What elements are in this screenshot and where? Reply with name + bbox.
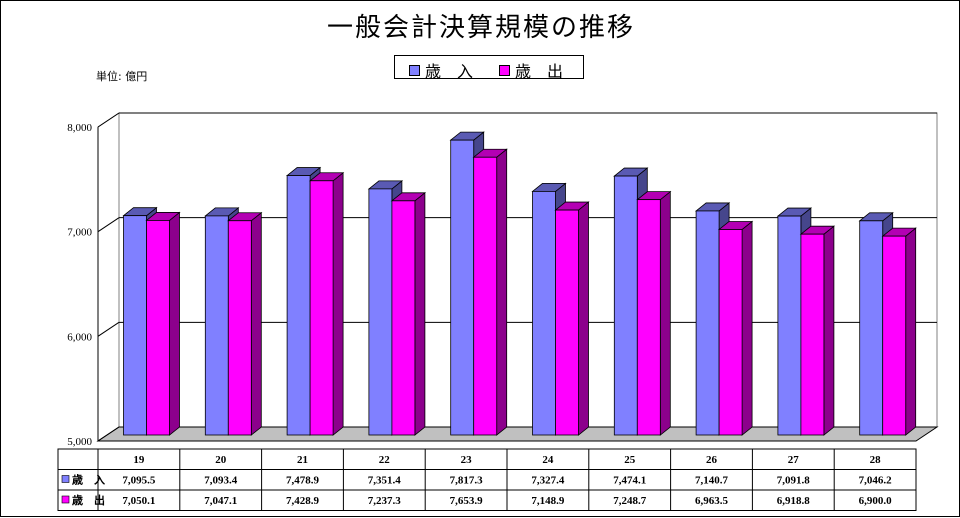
data-table	[57, 448, 917, 511]
bar-expenditure-side	[741, 220, 753, 436]
bar-expenditure-side	[496, 148, 508, 436]
bar-revenue	[859, 220, 884, 436]
data-label: 7,653.9	[450, 495, 484, 507]
data-label: 7,478.9	[286, 475, 320, 487]
data-label: 7,148.9	[531, 495, 565, 507]
data-label: 7,327.4	[531, 475, 565, 487]
x-tick-label: 25	[624, 454, 636, 466]
gridline-side	[97, 217, 120, 233]
bar-expenditure-side	[659, 190, 671, 436]
bar-expenditure	[146, 220, 170, 436]
bar-revenue	[123, 215, 147, 436]
x-tick-label: 20	[215, 454, 227, 466]
y-tick-label: 6,000	[67, 331, 92, 343]
y-tick-label: 5,000	[67, 436, 92, 448]
data-label: 7,237.3	[368, 495, 402, 507]
x-tick-label: 19	[133, 454, 145, 466]
data-label: 7,050.1	[122, 495, 155, 507]
bar-revenue	[450, 139, 475, 436]
legend-swatch-revenue	[409, 64, 420, 76]
legend-swatch-expenditure	[499, 64, 510, 76]
bar-expenditure	[636, 199, 661, 436]
plot-left-wall	[97, 112, 120, 442]
chart-legend: 歳 入 歳 出	[394, 55, 584, 82]
bar-expenditure	[391, 200, 416, 436]
data-label: 6,918.8	[777, 495, 811, 507]
x-tick-label: 22	[379, 454, 391, 466]
legend-item-expenditure: 歳 出	[499, 58, 563, 82]
y-tick-label: 7,000	[67, 227, 92, 239]
gridline-side	[97, 321, 120, 337]
x-tick-label: 28	[870, 454, 882, 466]
bar-revenue	[286, 175, 311, 436]
data-label: 7,046.2	[859, 475, 893, 487]
table-label-expenditure: 歳 出	[72, 493, 105, 507]
bar-expenditure-side	[250, 211, 262, 436]
gridline-side	[97, 112, 120, 128]
bar-revenue	[532, 190, 556, 436]
x-tick-label: 24	[542, 454, 554, 466]
unit-label: 単位: 億円	[96, 70, 148, 83]
bar-revenue	[613, 175, 638, 436]
data-label: 7,095.5	[122, 475, 156, 487]
bar-expenditure-side	[578, 201, 589, 436]
gridline-side	[97, 426, 120, 442]
bar-expenditure	[227, 220, 252, 436]
bar-revenue	[368, 188, 393, 436]
x-tick-label: 21	[297, 454, 308, 466]
bar-expenditure	[882, 235, 907, 436]
chart-title: 一般会計決算規模の推移	[326, 13, 635, 43]
data-label: 7,474.1	[613, 475, 646, 487]
bar-expenditure	[309, 180, 334, 436]
data-label: 7,140.7	[695, 475, 729, 487]
legend-label-revenue: 歳 入	[425, 62, 474, 81]
bar-expenditure-side	[332, 171, 344, 436]
data-label: 7,351.4	[368, 475, 402, 487]
bar-expenditure	[718, 229, 743, 436]
x-tick-label: 23	[461, 454, 473, 466]
data-label: 7,428.9	[286, 495, 320, 507]
data-label: 7,817.3	[450, 475, 484, 487]
data-label: 6,900.0	[859, 495, 893, 507]
table-swatch-revenue	[61, 475, 70, 483]
bar-expenditure	[473, 156, 498, 436]
legend-item-revenue: 歳 入	[409, 58, 473, 82]
y-tick-label: 8,000	[67, 122, 92, 134]
bar-expenditure-side	[823, 225, 835, 436]
data-label: 7,091.8	[777, 475, 811, 487]
x-tick-label: 26	[706, 454, 718, 466]
bar-revenue	[695, 210, 720, 436]
x-tick-label: 27	[788, 454, 800, 466]
bar-expenditure	[555, 209, 579, 436]
bar-expenditure	[800, 233, 825, 436]
table-swatch-expenditure	[61, 495, 70, 504]
data-label: 6,963.5	[695, 495, 729, 507]
data-label: 7,248.7	[613, 495, 647, 507]
data-label: 7,093.4	[204, 475, 238, 487]
table-label-revenue: 歳 入	[72, 473, 105, 487]
bar-expenditure-side	[169, 211, 180, 436]
bar-expenditure-side	[414, 191, 426, 436]
data-label: 7,047.1	[204, 495, 237, 507]
legend-label-expenditure: 歳 出	[515, 62, 564, 81]
bar-expenditure-side	[905, 227, 917, 436]
bar-revenue	[777, 215, 802, 436]
bar-revenue	[204, 215, 229, 436]
